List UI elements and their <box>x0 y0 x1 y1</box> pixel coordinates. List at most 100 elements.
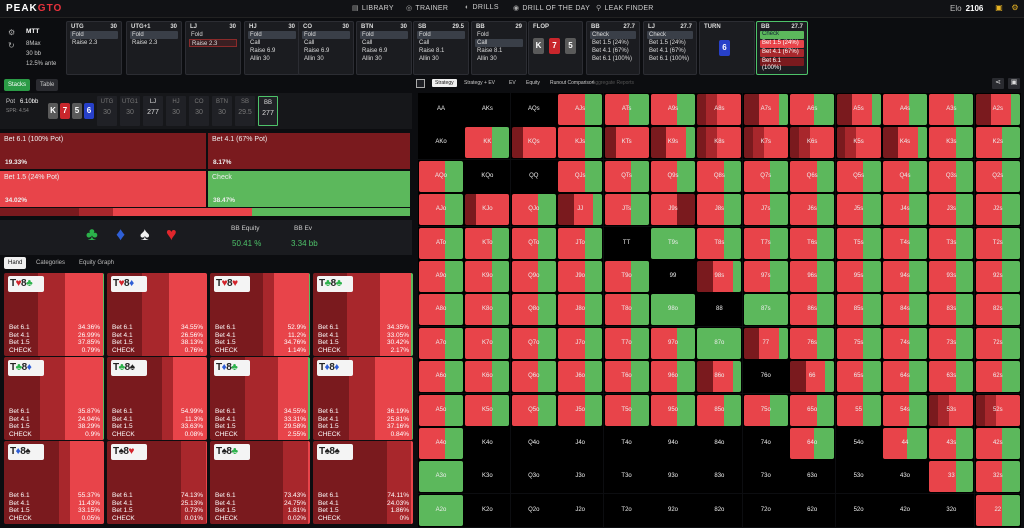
hand-cell-97s[interactable]: 97s <box>742 260 789 293</box>
hand-cell-a7s[interactable]: A7s <box>742 93 789 126</box>
hand-cell-87s[interactable]: 87s <box>742 293 789 327</box>
hand-cell-qts[interactable]: QTs <box>603 159 650 193</box>
hand-cell-j5s[interactable]: J5s <box>835 193 882 227</box>
action-option[interactable]: Call <box>250 40 261 46</box>
decision-action[interactable]: Bet 4.1 (67%) <box>760 49 804 57</box>
mini-player-bb[interactable]: BB 277 <box>258 96 278 126</box>
hand-cell-j7o[interactable]: J7o <box>557 326 604 360</box>
hand-cell-qq[interactable]: QQ <box>510 159 557 193</box>
hand-cell-aks[interactable]: AKs <box>464 93 511 126</box>
hand-cell-t6s[interactable]: T6s <box>789 226 836 260</box>
hand-cell-96o[interactable]: 96o <box>650 360 696 394</box>
combo-card[interactable]: T♥8♣ Bet 6.1 34.36% Bet 4.1 26.99% Bet 1.5 37.… <box>4 273 104 356</box>
hand-cell-qjs[interactable]: QJs <box>557 159 604 193</box>
hand-cell-q8s[interactable]: Q8s <box>696 159 743 193</box>
action-option[interactable]: Fold <box>248 31 296 39</box>
hand-cell-j3s[interactable]: J3s <box>928 193 975 227</box>
hand-cell-33[interactable]: 33 <box>928 460 975 494</box>
hand-cell-a3o[interactable]: A3o <box>418 460 464 494</box>
hand-cell-76s[interactable]: 76s <box>789 326 836 360</box>
action-option[interactable]: Call <box>304 40 315 46</box>
logo[interactable]: PEAKGTO <box>6 3 62 14</box>
hand-cell-53s[interactable]: 53s <box>928 393 975 427</box>
hand-cell-a4o[interactable]: A4o <box>418 427 464 460</box>
position-card-lj[interactable]: LJ 30 Fold Raise 2.3 <box>185 21 241 75</box>
grid-tab-equity[interactable]: Equity <box>526 80 540 86</box>
action-option[interactable]: Bet 6.1 (100%) <box>649 56 690 62</box>
hand-cell-kjs[interactable]: KJs <box>557 126 604 160</box>
hand-cell-q7s[interactable]: Q7s <box>742 159 789 193</box>
hand-cell-t5o[interactable]: T5o <box>603 393 650 427</box>
spade-filter-icon[interactable]: ♠ <box>140 224 150 244</box>
hand-cell-ajs[interactable]: AJs <box>557 93 604 126</box>
postflop-card-lj[interactable]: LJ 27.7 Check Bet 1.5 (24%) Bet 4.1 (67%) Bet… <box>643 21 697 75</box>
hand-cell-a8s[interactable]: A8s <box>696 93 743 126</box>
hand-cell-88[interactable]: 88 <box>696 293 743 327</box>
action-option[interactable]: Fold <box>191 32 203 38</box>
hand-cell-a3s[interactable]: A3s <box>928 93 975 126</box>
stacks-tab[interactable]: Stacks <box>4 79 31 91</box>
grid-tab-strategy[interactable]: Strategy <box>432 79 457 87</box>
hand-cell-a5o[interactable]: A5o <box>418 393 464 427</box>
action-option[interactable]: Call <box>475 39 523 47</box>
hand-cell-ajo[interactable]: AJo <box>418 193 464 227</box>
strategy-box-0[interactable]: Bet 6.1 (100% Pot) 19.33% <box>0 133 206 169</box>
hand-cell-82o[interactable]: 82o <box>696 493 743 527</box>
hand-cell-k9o[interactable]: K9o <box>464 260 511 293</box>
action-option[interactable]: Call <box>362 40 373 46</box>
nav-item-trainer[interactable]: ◎ TRAINER <box>406 4 448 12</box>
action-option[interactable]: Fold <box>477 32 489 38</box>
hand-cell-94o[interactable]: 94o <box>650 427 696 460</box>
strategy-box-2[interactable]: Bet 1.5 (24% Pot) 34.02% <box>0 171 206 207</box>
heart-filter-icon[interactable]: ♥ <box>166 224 177 244</box>
combo-card[interactable]: T♠8♥ Bet 6.1 74.13% Bet 4.1 25.13% Bet 1.5 0.7… <box>107 441 207 524</box>
hand-cell-j6s[interactable]: J6s <box>789 193 836 227</box>
hand-cell-q9o[interactable]: Q9o <box>510 260 557 293</box>
hand-cell-86o[interactable]: 86o <box>696 360 743 394</box>
hand-cell-t2s[interactable]: T2s <box>974 226 1021 260</box>
hand-cell-t5s[interactable]: T5s <box>835 226 882 260</box>
hand-cell-52s[interactable]: 52s <box>974 393 1021 427</box>
hand-cell-a7o[interactable]: A7o <box>418 326 464 360</box>
hand-cell-84s[interactable]: 84s <box>882 293 928 327</box>
position-card-hj[interactable]: HJ 30 Fold Call Raise 6.9 Allin 30 <box>244 21 300 75</box>
hand-cell-62s[interactable]: 62s <box>974 360 1021 394</box>
hand-cell-43o[interactable]: 43o <box>882 460 928 494</box>
action-option[interactable]: Bet 1.5 (24%) <box>592 40 629 46</box>
action-option[interactable]: Fold <box>360 31 408 39</box>
hand-cell-q7o[interactable]: Q7o <box>510 326 557 360</box>
hand-cell-k2s[interactable]: K2s <box>974 126 1021 160</box>
hand-cell-92s[interactable]: 92s <box>974 260 1021 293</box>
hand-cell-32s[interactable]: 32s <box>974 460 1021 494</box>
hand-cell-aqs[interactable]: AQs <box>510 93 557 126</box>
mini-player-co[interactable]: CO 30 <box>189 96 209 126</box>
grid-tab-aggregate-reports[interactable]: Aggregate Reports <box>592 80 634 86</box>
hand-cell-a9s[interactable]: A9s <box>650 93 696 126</box>
grid-tab-ev[interactable]: EV <box>509 80 516 86</box>
mini-player-sb[interactable]: SB 29.5 <box>235 96 255 126</box>
table-tab[interactable]: Table <box>36 79 59 91</box>
action-option[interactable]: Raise 8.1 <box>477 48 503 54</box>
action-option[interactable]: Fold <box>70 31 118 39</box>
hand-cell-64s[interactable]: 64s <box>882 360 928 394</box>
hand-cell-66[interactable]: 66 <box>789 360 836 394</box>
hand-cell-73o[interactable]: 73o <box>742 460 789 494</box>
action-option[interactable]: Raise 6.9 <box>362 48 388 54</box>
hand-cell-t4s[interactable]: T4s <box>882 226 928 260</box>
hand-cell-k4o[interactable]: K4o <box>464 427 511 460</box>
hand-cell-64o[interactable]: 64o <box>789 427 836 460</box>
hand-cell-55[interactable]: 55 <box>835 393 882 427</box>
hand-cell-jj[interactable]: JJ <box>557 193 604 227</box>
hand-cell-83o[interactable]: 83o <box>696 460 743 494</box>
action-option[interactable]: Allin 30 <box>250 56 270 62</box>
expand-icon[interactable]: ▣ <box>1008 78 1020 89</box>
hand-cell-76o[interactable]: 76o <box>742 360 789 394</box>
hand-cell-k5o[interactable]: K5o <box>464 393 511 427</box>
hand-cell-a6o[interactable]: A6o <box>418 360 464 394</box>
position-card-sb[interactable]: SB 29.5 Fold Call Raise 8.1 Allin 30 <box>413 21 469 75</box>
hand-cell-j6o[interactable]: J6o <box>557 360 604 394</box>
hand-cell-q4o[interactable]: Q4o <box>510 427 557 460</box>
hand-cell-j9s[interactable]: J9s <box>650 193 696 227</box>
mini-player-utg[interactable]: UTG 30 <box>97 96 117 126</box>
combo-card[interactable]: T♣8♦ Bet 6.1 35.87% Bet 4.1 24.94% Bet 1.5 38.… <box>4 357 104 440</box>
